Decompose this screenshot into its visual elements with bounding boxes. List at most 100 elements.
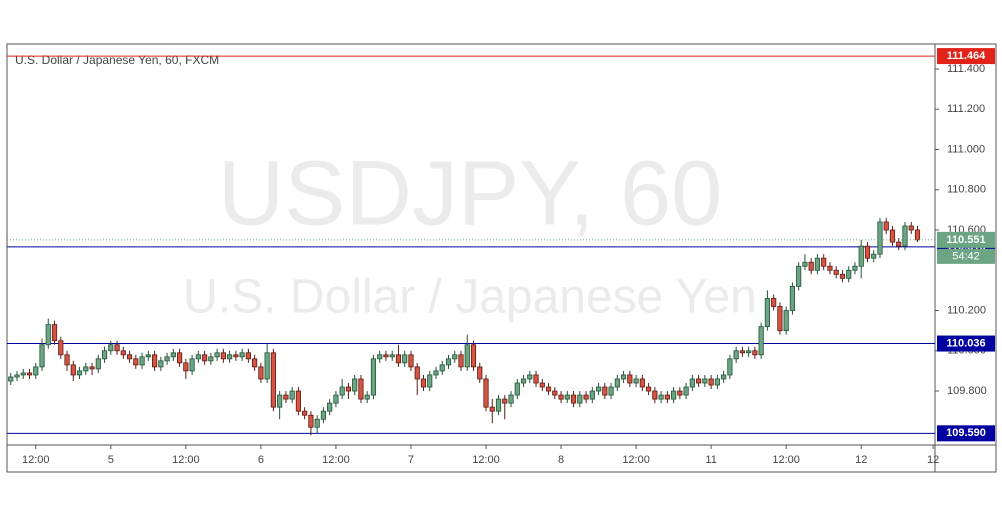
- candle-body: [327, 402, 333, 412]
- candle-body: [8, 376, 14, 382]
- candle-body: [864, 245, 871, 259]
- candle-body: [114, 344, 120, 352]
- level-label: 111.464: [947, 50, 986, 62]
- x-tick-label: 12:00: [772, 454, 800, 466]
- candle-body: [139, 356, 145, 366]
- candle-body: [896, 241, 902, 247]
- level-label-bg: [937, 335, 995, 352]
- candle-body: [821, 257, 827, 267]
- candle-body: [614, 378, 620, 388]
- candle-body: [914, 229, 921, 241]
- candle-body: [908, 225, 914, 231]
- candle-body: [233, 354, 239, 358]
- chart-title: U.S. Dollar / Japanese Yen, 60, FXCM: [15, 53, 219, 67]
- x-tick-label: 6: [258, 454, 264, 466]
- y-tick-label: 109.800: [947, 385, 987, 397]
- candle-body: [827, 265, 833, 271]
- candle-body: [646, 386, 652, 392]
- candle-body: [833, 269, 839, 275]
- candle-body: [64, 354, 70, 366]
- candle-body: [345, 386, 352, 392]
- candle-body: [70, 364, 76, 376]
- candle-body: [489, 406, 495, 412]
- candle-body: [858, 245, 864, 267]
- candle-body: [383, 354, 389, 358]
- candle-body: [183, 362, 189, 372]
- candle-body: [495, 398, 502, 412]
- candle-body: [846, 269, 852, 279]
- candle-body: [414, 366, 420, 380]
- candle-body: [39, 344, 45, 368]
- candle-body: [289, 390, 295, 400]
- candle-body: [133, 358, 139, 366]
- candle-body: [533, 374, 539, 384]
- candle-body: [470, 344, 477, 368]
- candle-body: [595, 386, 602, 392]
- candle-body: [789, 285, 796, 311]
- candle-body: [33, 366, 39, 376]
- candle-body: [45, 324, 51, 346]
- candle-body: [195, 354, 201, 360]
- candle-body: [120, 350, 126, 356]
- candle-body: [683, 386, 689, 396]
- x-tick-label: 8: [558, 454, 564, 466]
- candle-body: [652, 390, 658, 400]
- candle-body: [883, 221, 889, 231]
- x-tick-label: 11: [705, 454, 716, 466]
- y-tick-label: 111.400: [947, 63, 985, 75]
- candle-body: [364, 394, 370, 400]
- candle-body: [702, 378, 708, 384]
- candle-body: [258, 366, 264, 380]
- candle-body: [320, 410, 327, 420]
- candle-body: [170, 352, 176, 358]
- candle-body: [545, 386, 552, 392]
- candle-body: [126, 354, 133, 360]
- candle-body: [677, 390, 683, 396]
- candle-body: [377, 354, 383, 360]
- candle-body: [733, 350, 739, 360]
- candle-body: [871, 253, 877, 259]
- candle-body: [264, 352, 270, 380]
- candle-body: [508, 394, 514, 404]
- candle-body: [708, 378, 714, 386]
- x-tick-label: 12:00: [472, 454, 500, 466]
- candle-body: [739, 350, 745, 354]
- candle-body: [151, 354, 158, 368]
- candle-body: [214, 352, 220, 358]
- candle-body: [714, 378, 720, 386]
- level-label-bg: [937, 48, 995, 65]
- candle-body: [239, 352, 245, 358]
- candle-body: [764, 298, 770, 328]
- candle-body: [227, 354, 233, 360]
- candle-body: [639, 378, 645, 388]
- candle-body: [452, 354, 458, 360]
- candle-body: [352, 378, 358, 392]
- candle-body: [76, 370, 83, 376]
- candle-body: [539, 382, 545, 388]
- level-label-bg: [937, 425, 995, 442]
- candle-body: [420, 378, 427, 388]
- x-tick-label: 12:00: [172, 454, 200, 466]
- watermark: USDJPY, 60: [218, 142, 723, 244]
- x-tick-label: 12: [927, 454, 939, 466]
- y-tick-label: 110.800: [947, 184, 986, 196]
- candle-body: [95, 358, 101, 370]
- candle-body: [333, 394, 339, 404]
- candle-body: [89, 366, 95, 370]
- candle-body: [889, 229, 896, 243]
- candle-body: [389, 354, 395, 358]
- candle-body: [520, 378, 527, 384]
- x-tick-label: 7: [408, 454, 414, 466]
- candle-body: [552, 390, 558, 396]
- candle-body: [51, 324, 58, 342]
- candle-body: [295, 390, 301, 412]
- candle-body: [14, 374, 20, 378]
- candle-body: [721, 374, 727, 380]
- candle-body: [502, 398, 508, 404]
- candle-body: [202, 354, 208, 362]
- watermark-subtitle: U.S. Dollar / Japanese Yen: [183, 271, 757, 324]
- candle-body: [602, 386, 608, 396]
- candle-body: [101, 350, 108, 360]
- last-price-label: 110.551: [946, 234, 985, 246]
- candle-body: [270, 352, 276, 408]
